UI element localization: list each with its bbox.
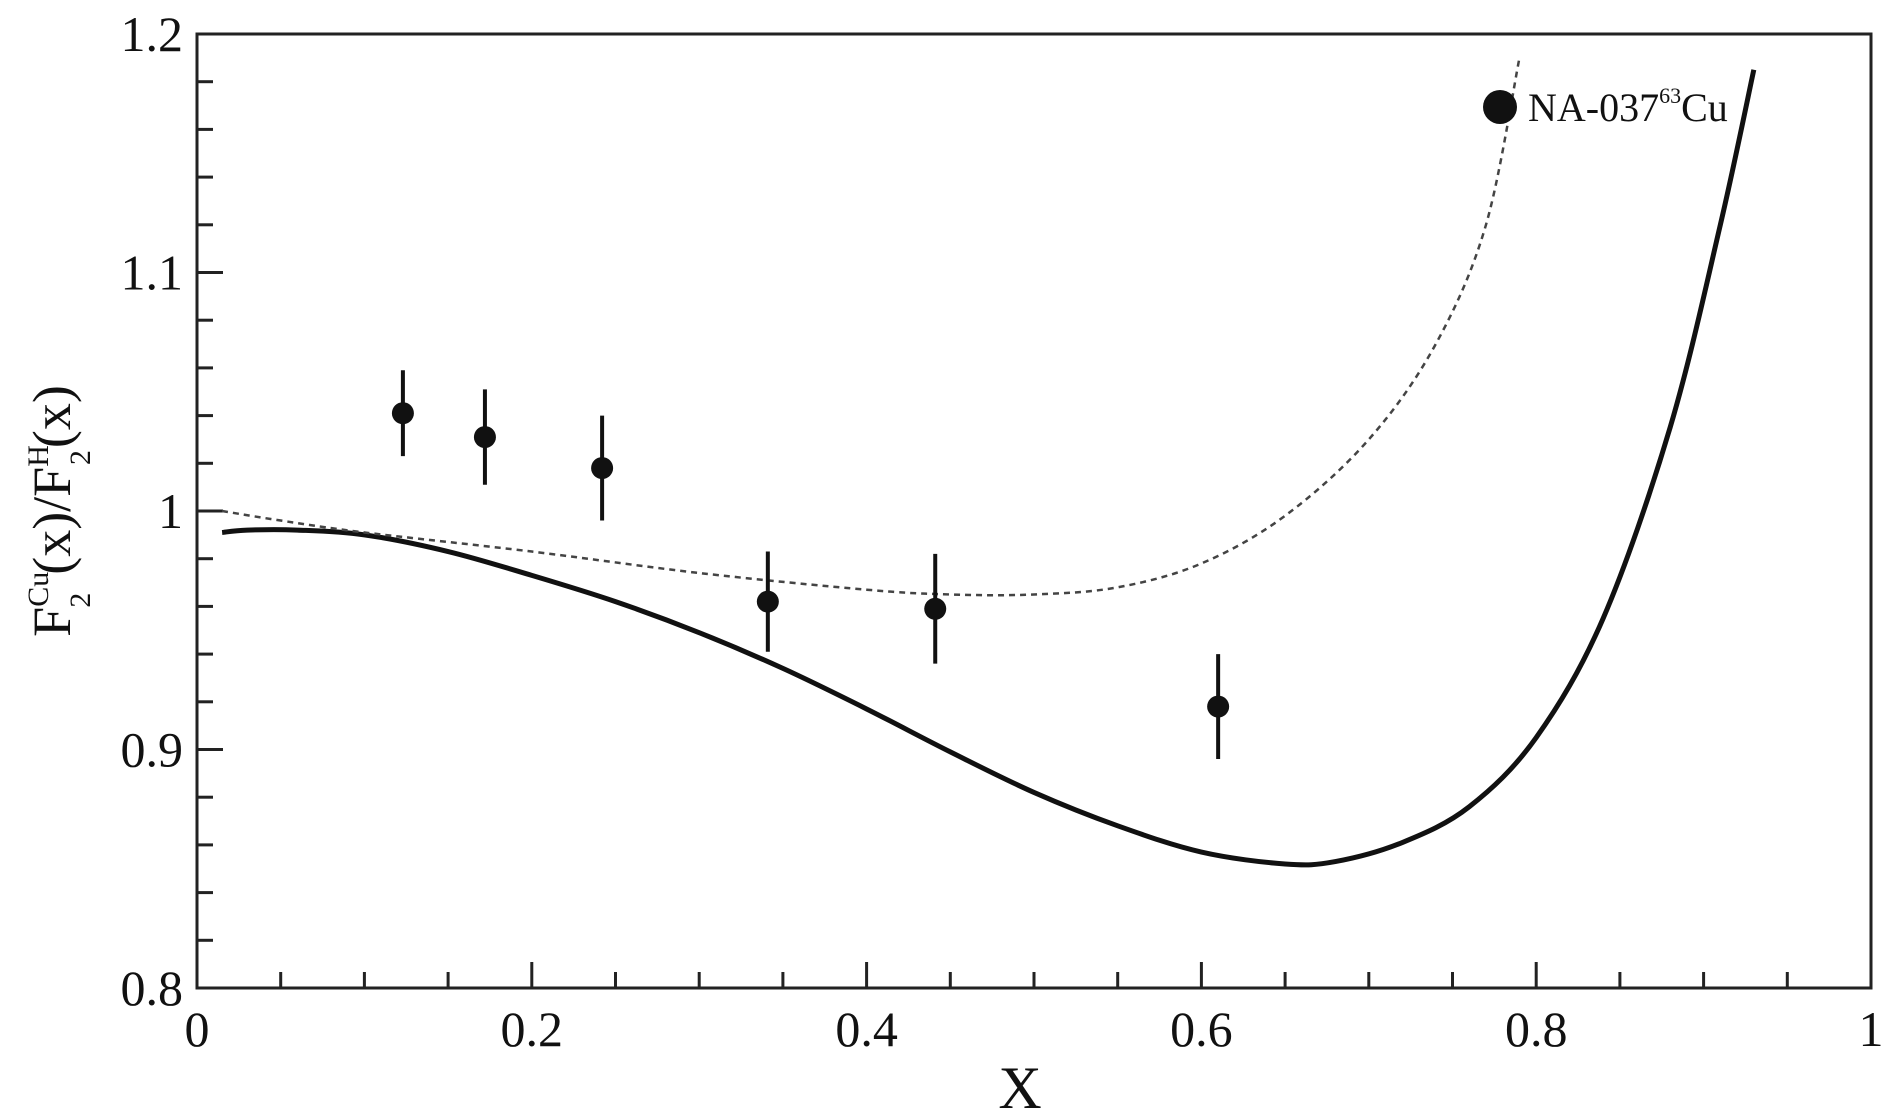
y-label-sub2: 2: [64, 450, 97, 465]
data-point: [591, 457, 614, 480]
y-tick-label: 1.2: [121, 6, 184, 62]
model-curves: [221, 57, 1757, 868]
y-label-sup2: H: [22, 445, 55, 467]
x-tick-label: 1: [1859, 1001, 1884, 1057]
x-tick-label: 0.2: [501, 1001, 564, 1057]
y-tick-label: 1: [158, 483, 183, 539]
x-axis-label: X: [998, 1055, 1041, 1116]
data-points: [391, 370, 1230, 760]
data-point: [473, 426, 496, 449]
x-tick-label: 0.6: [1170, 1001, 1233, 1057]
legend-label-after: Cu: [1681, 85, 1728, 130]
x-axis-ticks: 0 0.2 0.4 0.6 0.8 1: [185, 962, 1884, 1057]
y-axis-ticks: 0.8 0.9 1 1.1 1.2: [121, 6, 223, 1016]
y-tick-label: 0.9: [121, 722, 184, 778]
y-axis-label: FCu 2(x)/FH 2(x): [22, 385, 97, 637]
legend: NA-03763Cu: [1483, 83, 1728, 130]
legend-label-main: NA-037: [1528, 85, 1659, 130]
dashed-curve: [221, 57, 1521, 597]
x-tick-label: 0: [185, 1001, 210, 1057]
y-label-end: (x): [22, 385, 82, 448]
y-label-mid: (x)/F: [22, 467, 82, 575]
x-tick-label: 0.4: [835, 1001, 898, 1057]
solid-curve: [221, 69, 1757, 868]
data-point: [756, 590, 779, 613]
plot-frame: [195, 32, 1873, 990]
y-label-f1: F: [22, 607, 82, 637]
y-tick-label: 1.1: [121, 245, 184, 301]
legend-label-sup: 63: [1659, 83, 1681, 108]
data-point: [1207, 695, 1230, 718]
legend-marker: [1483, 90, 1517, 124]
x-tick-label: 0.8: [1505, 1001, 1568, 1057]
data-point: [391, 402, 414, 425]
y-label-sub1: 2: [64, 593, 97, 608]
y-label-sup1: Cu: [22, 572, 55, 607]
svg-text:NA-03763Cu: NA-03763Cu: [1528, 83, 1728, 130]
data-point: [924, 597, 947, 620]
y-tick-label: 0.8: [121, 960, 184, 1016]
